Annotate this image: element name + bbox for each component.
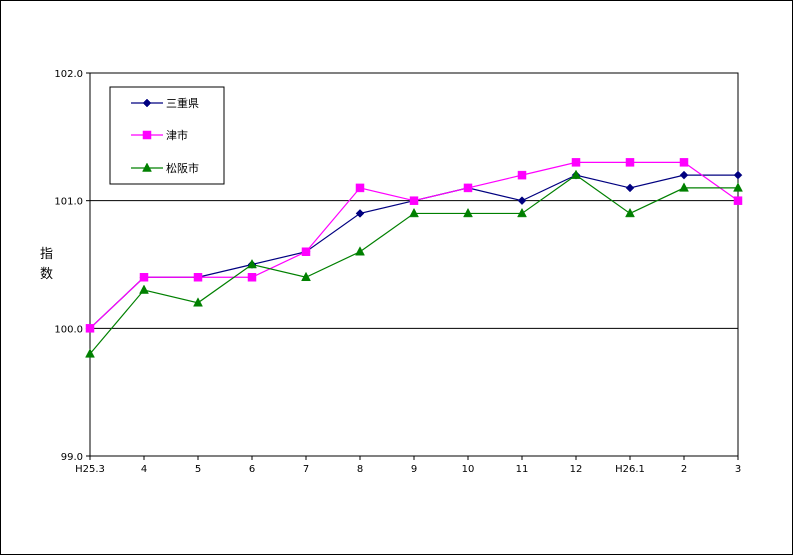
series-1-point-5 bbox=[355, 183, 365, 193]
series-1-point-4 bbox=[301, 247, 311, 256]
y-axis-label-char-1: 指 bbox=[40, 247, 53, 262]
x-tick-label-6: 9 bbox=[411, 464, 417, 475]
series-0-point-10 bbox=[625, 183, 635, 193]
x-tick-label-7: 10 bbox=[462, 464, 475, 475]
series-2-point-1 bbox=[139, 284, 149, 294]
y-tick-label-2: 101.0 bbox=[54, 197, 83, 208]
series-0-point-8 bbox=[517, 196, 527, 206]
legend-label-1: 津市 bbox=[166, 128, 188, 142]
series-1-point-0 bbox=[85, 324, 95, 333]
legend-label-2: 松阪市 bbox=[166, 161, 199, 175]
series-1-point-1 bbox=[139, 273, 149, 282]
series-0-point-11 bbox=[679, 170, 689, 180]
legend-marker-2 bbox=[142, 162, 152, 172]
x-tick-label-5: 8 bbox=[357, 464, 363, 475]
series-2-point-8 bbox=[517, 207, 527, 218]
legend-marker-0 bbox=[142, 98, 152, 108]
y-tick-label-0: 99.0 bbox=[61, 452, 83, 463]
x-tick-label-0: H25.3 bbox=[75, 464, 105, 475]
series-2-point-12 bbox=[733, 182, 743, 192]
series-1-point-12 bbox=[733, 196, 743, 205]
series-1-point-7 bbox=[463, 183, 473, 193]
series-1-point-11 bbox=[679, 158, 689, 167]
y-axis-label-char-2: 数 bbox=[40, 267, 53, 282]
series-1-point-8 bbox=[517, 170, 527, 180]
x-tick-label-8: 11 bbox=[516, 464, 529, 475]
series-1-point-10 bbox=[625, 158, 635, 167]
x-tick-label-10: H26.1 bbox=[615, 464, 645, 475]
series-1-point-6 bbox=[409, 196, 419, 205]
x-tick-label-9: 12 bbox=[570, 464, 583, 475]
series-0-point-12 bbox=[733, 170, 743, 180]
series-2-point-0 bbox=[85, 348, 95, 358]
series-2-point-11 bbox=[679, 182, 689, 192]
series-2-point-5 bbox=[355, 246, 365, 256]
series-1-point-9 bbox=[571, 158, 581, 167]
series-1-point-2 bbox=[193, 273, 203, 282]
legend-marker-1 bbox=[142, 130, 152, 140]
legend-label-0: 三重県 bbox=[166, 96, 199, 110]
legend-box bbox=[109, 86, 225, 185]
series-2-point-7 bbox=[463, 207, 473, 218]
series-2-point-10 bbox=[625, 207, 635, 218]
x-tick-label-3: 6 bbox=[249, 464, 255, 475]
series-2-point-4 bbox=[301, 271, 311, 282]
series-2-point-9 bbox=[571, 169, 581, 179]
x-tick-label-1: 4 bbox=[141, 464, 147, 475]
y-tick-label-1: 100.0 bbox=[54, 324, 83, 335]
y-tick-label-3: 102.0 bbox=[54, 69, 83, 80]
series-2-point-2 bbox=[193, 297, 203, 307]
series-1-point-3 bbox=[247, 273, 257, 282]
x-tick-label-2: 5 bbox=[195, 464, 201, 475]
x-tick-label-4: 7 bbox=[303, 464, 309, 475]
series-0-point-5 bbox=[355, 209, 365, 218]
series-2-point-6 bbox=[409, 207, 419, 218]
x-tick-label-11: 2 bbox=[681, 464, 687, 475]
x-tick-label-12: 3 bbox=[735, 464, 741, 475]
series-2-point-3 bbox=[247, 258, 257, 269]
